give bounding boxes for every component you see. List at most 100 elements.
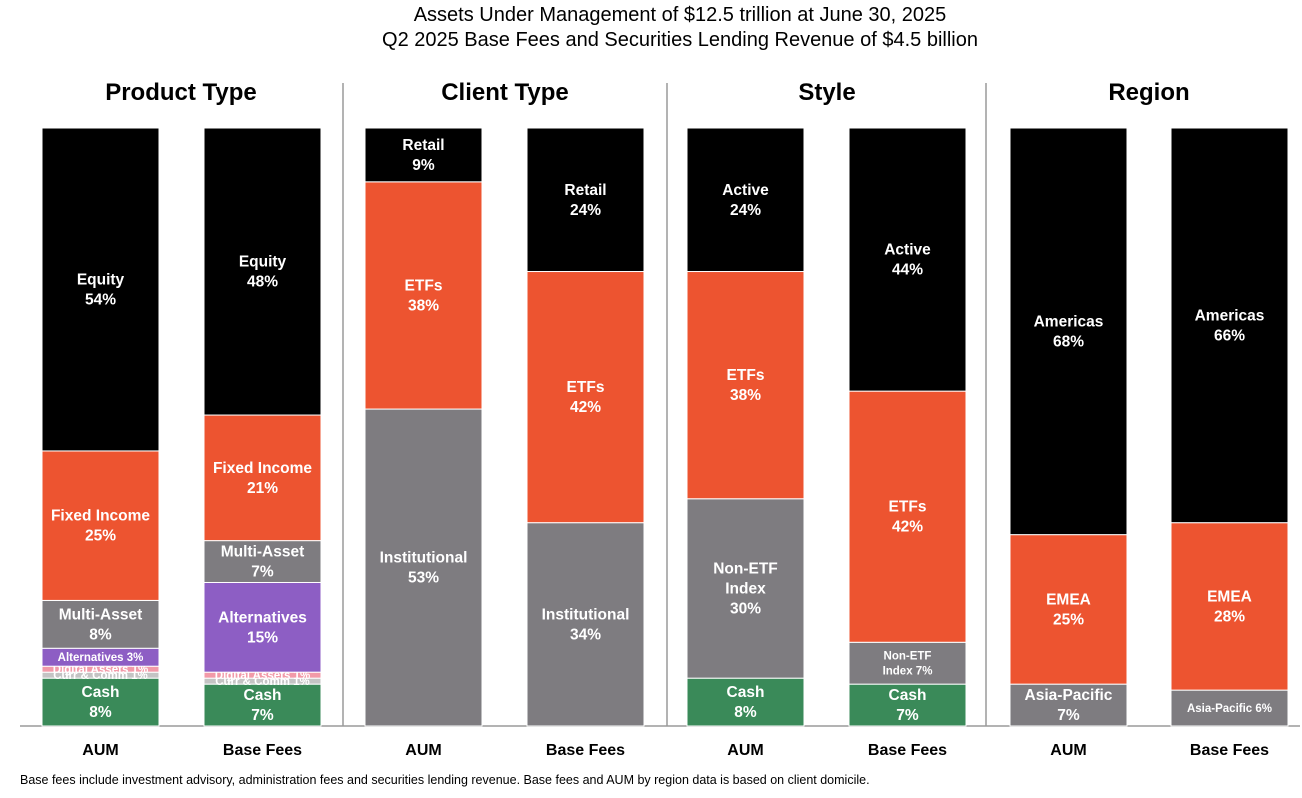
segment-product-type-aum-equity-label-1: 54% (85, 291, 116, 308)
segment-client-type-base-fees-etfs-label-0: ETFs (567, 379, 605, 396)
bar-style-aum: Cash 8% Non-ETF Index 30% ETFs 38% Active 24% (686, 127, 805, 727)
segment-product-type-base-fees-cash-label-0: Cash (244, 687, 282, 704)
segment-style-aum-non-etf-index-label-1: Index (725, 580, 766, 597)
segment-client-type-base-fees-institutional-label-0: Institutional (542, 606, 630, 623)
x-axis-label-product-type-base-fees: Base Fees (223, 742, 302, 759)
segment-style-aum-etfs-label-1: 38% (730, 387, 761, 404)
segment-client-type-base-fees-etfs (526, 271, 645, 524)
panel-title-product-type: Product Type (105, 79, 257, 106)
segment-region-base-fees-emea (1170, 522, 1289, 691)
segment-product-type-aum-cash (41, 677, 160, 727)
segment-style-base-fees-non-etf-index (848, 641, 967, 685)
segment-region-aum-emea-label-1: 25% (1053, 611, 1084, 628)
segment-region-aum-asia-pacific-label-1: 7% (1057, 707, 1080, 724)
x-axis-label-style-base-fees: Base Fees (868, 742, 947, 759)
segment-product-type-base-fees-equity (203, 127, 322, 416)
segment-product-type-aum-multi-asset-label-1: 8% (89, 626, 112, 643)
segment-client-type-aum-etfs (364, 181, 483, 410)
segment-style-aum-non-etf-index-label-2: 30% (730, 600, 761, 617)
segment-product-type-base-fees-equity-label-0: Equity (239, 254, 287, 271)
segment-region-aum-asia-pacific (1009, 683, 1128, 727)
segment-client-type-aum-institutional-label-1: 53% (408, 570, 439, 587)
segment-client-type-aum-institutional-label-0: Institutional (380, 550, 468, 567)
segment-style-base-fees-etfs-label-0: ETFs (889, 499, 927, 516)
segment-region-base-fees-asia-pacific (1170, 689, 1289, 727)
segment-style-aum-etfs (686, 271, 805, 500)
segment-style-aum-etfs-label-0: ETFs (727, 367, 765, 384)
segment-style-aum-cash-label-0: Cash (727, 684, 765, 701)
segment-client-type-base-fees-retail (526, 127, 645, 273)
segment-style-base-fees-active-label-0: Active (884, 242, 931, 259)
segment-product-type-aum-fixed-income-label-1: 25% (85, 528, 116, 545)
segment-client-type-base-fees-etfs-label-1: 42% (570, 399, 601, 416)
panel-client-type: Client Type Institutional 53% ETFs 38% Retail… (364, 79, 645, 759)
chart-title-line1: Assets Under Management of $12.5 trillio… (414, 4, 947, 26)
segment-style-base-fees-cash (848, 683, 967, 727)
segment-region-aum-americas (1009, 127, 1128, 536)
segment-style-base-fees-cash-label-0: Cash (889, 687, 927, 704)
bar-product-type-base-fees: Cash 7% Curr & Comm 1%Digital Assets 1% Alt… (203, 127, 322, 727)
segment-style-aum-active (686, 127, 805, 273)
x-axis-label-client-type-aum: AUM (405, 742, 441, 759)
panel-title-client-type: Client Type (441, 79, 569, 106)
chart-title-line2: Q2 2025 Base Fees and Securities Lending… (382, 29, 978, 51)
segment-client-type-aum-etfs-label-1: 38% (408, 297, 439, 314)
segment-client-type-aum-retail-label-0: Retail (402, 137, 444, 154)
segment-style-aum-non-etf-index (686, 498, 805, 679)
segment-product-type-base-fees-cash-label-1: 7% (251, 707, 274, 724)
panel-region: Region Asia-Pacific 7% EMEA 25% Americas 68% AU… (1009, 79, 1289, 759)
segment-client-type-aum-retail (364, 127, 483, 183)
segment-region-base-fees-emea-label-0: EMEA (1207, 588, 1252, 605)
segment-product-type-aum-equity (41, 127, 160, 452)
segment-region-base-fees-americas-label-0: Americas (1195, 307, 1265, 324)
segment-client-type-base-fees-retail-label-1: 24% (570, 202, 601, 219)
segment-style-aum-non-etf-index-label-0: Non-ETF (713, 560, 778, 577)
segment-region-aum-asia-pacific-label-0: Asia-Pacific (1025, 687, 1113, 704)
bar-client-type-base-fees: Institutional 34% ETFs 42% Retail 24% (526, 127, 645, 727)
segment-region-aum-emea-label-0: EMEA (1046, 591, 1091, 608)
segment-product-type-aum-cash-label-0: Cash (82, 684, 120, 701)
segment-region-aum-americas-label-1: 68% (1053, 333, 1084, 350)
x-axis-label-product-type-aum: AUM (82, 742, 118, 759)
segment-style-base-fees-cash-label-1: 7% (896, 707, 919, 724)
x-axis-label-client-type-base-fees: Base Fees (546, 742, 625, 759)
segment-style-base-fees-non-etf-index-label-1: Index 7% (883, 666, 933, 678)
segment-client-type-base-fees-institutional (526, 522, 645, 727)
segment-client-type-base-fees-institutional-label-1: 34% (570, 626, 601, 643)
segment-product-type-aum-multi-asset-label-0: Multi-Asset (59, 606, 143, 623)
segment-region-base-fees-americas-label-1: 66% (1214, 327, 1245, 344)
segment-product-type-base-fees-alternatives-label-1: 15% (247, 629, 278, 646)
segment-product-type-base-fees-fixed-income (203, 414, 322, 542)
segment-region-aum-americas-label-0: Americas (1034, 313, 1104, 330)
segment-product-type-base-fees-fixed-income-label-1: 21% (247, 480, 278, 497)
segment-product-type-base-fees-fixed-income-label-0: Fixed Income (213, 460, 312, 477)
segment-product-type-base-fees-multi-asset-label-0: Multi-Asset (221, 544, 305, 561)
segment-style-base-fees-etfs-label-1: 42% (892, 519, 923, 536)
segment-style-base-fees-active (848, 127, 967, 392)
segment-product-type-base-fees-alternatives (203, 581, 322, 673)
segment-style-base-fees-non-etf-index-label-0: Non-ETF (884, 651, 932, 663)
segment-product-type-base-fees-curr-comm-label: Curr & Comm 1% (215, 676, 310, 688)
x-axis-label-region-base-fees: Base Fees (1190, 742, 1269, 759)
x-axis-label-region-aum: AUM (1050, 742, 1086, 759)
bar-region-base-fees: Asia-Pacific 6% EMEA 28% Americas 66% (1170, 127, 1289, 727)
segment-client-type-aum-institutional (364, 408, 483, 727)
segment-style-base-fees-etfs (848, 390, 967, 643)
segment-region-aum-emea (1009, 534, 1128, 685)
segment-product-type-base-fees-equity-label-1: 48% (247, 274, 278, 291)
segment-client-type-aum-etfs-label-0: ETFs (405, 277, 443, 294)
segment-style-aum-cash-label-1: 8% (734, 704, 757, 721)
segment-product-type-aum-cash-label-1: 8% (89, 704, 112, 721)
segment-region-base-fees-asia-pacific-label: Asia-Pacific 6% (1187, 703, 1272, 715)
segment-product-type-aum-digital-assets-label: Digital Assets 1% (53, 664, 148, 676)
segment-product-type-aum-equity-label-0: Equity (77, 271, 125, 288)
segment-product-type-aum-alternatives-label: Alternatives 3% (58, 652, 144, 664)
segment-region-base-fees-americas (1170, 127, 1289, 524)
segment-product-type-base-fees-multi-asset-label-1: 7% (251, 564, 274, 581)
x-axis-label-style-aum: AUM (727, 742, 763, 759)
segment-product-type-base-fees-digital-assets-label: Digital Assets 1% (215, 670, 310, 682)
footnote: Base fees include investment advisory, a… (20, 773, 870, 787)
